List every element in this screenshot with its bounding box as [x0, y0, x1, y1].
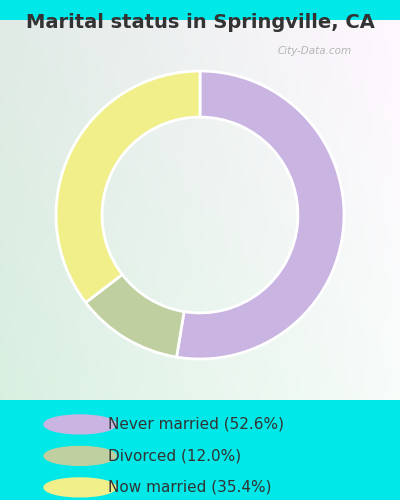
- Text: Marital status in Springville, CA: Marital status in Springville, CA: [26, 12, 374, 32]
- Wedge shape: [176, 71, 344, 359]
- Wedge shape: [86, 274, 184, 357]
- Circle shape: [44, 415, 116, 434]
- Circle shape: [44, 446, 116, 466]
- Text: Never married (52.6%): Never married (52.6%): [108, 417, 284, 432]
- Text: Now married (35.4%): Now married (35.4%): [108, 480, 272, 495]
- Text: City-Data.com: City-Data.com: [277, 46, 351, 56]
- Wedge shape: [56, 71, 200, 302]
- Text: Divorced (12.0%): Divorced (12.0%): [108, 448, 241, 464]
- Circle shape: [44, 478, 116, 497]
